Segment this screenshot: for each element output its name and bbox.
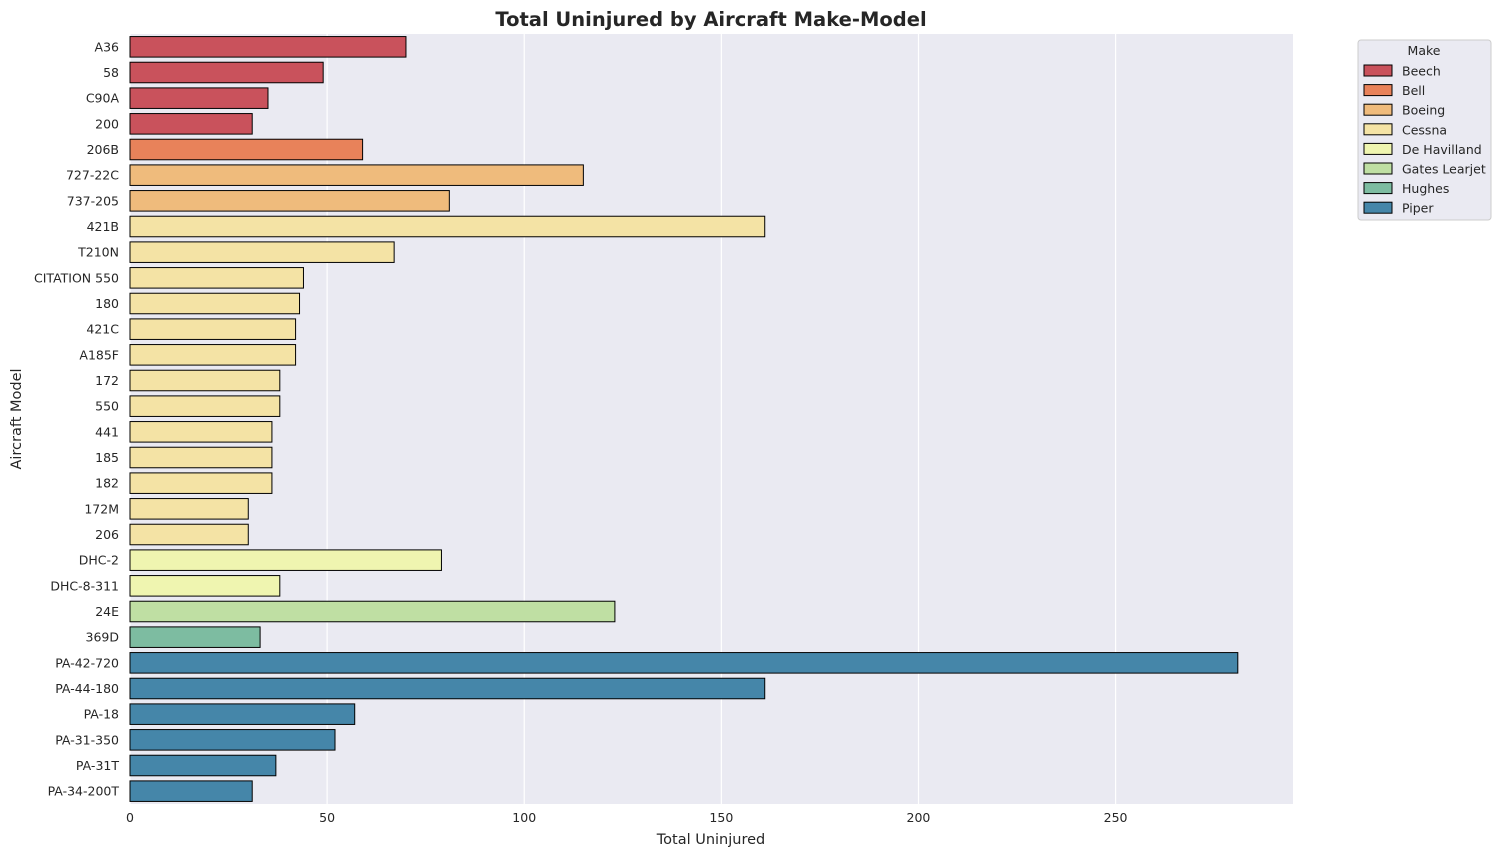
bar <box>129 292 301 315</box>
x-tick-label: 50 <box>319 810 335 825</box>
y-tick-label: 58 <box>103 65 119 80</box>
y-tick-label: PA-34-200T <box>48 784 120 799</box>
grid-lines <box>129 34 1117 804</box>
bar <box>129 446 273 469</box>
bar <box>129 190 450 212</box>
bar <box>129 754 277 777</box>
x-tick-label: 250 <box>1104 810 1128 825</box>
bar <box>129 395 281 417</box>
legend-label: Bell <box>1402 83 1425 98</box>
bar <box>129 87 269 109</box>
y-tick-label: 206B <box>87 142 119 157</box>
legend-swatch <box>1363 201 1393 214</box>
bar <box>129 113 253 135</box>
bar <box>129 600 616 623</box>
y-tick-label: PA-18 <box>84 707 119 722</box>
x-tick-label: 0 <box>126 810 134 825</box>
bar <box>129 241 395 263</box>
y-tick-label: T210N <box>77 245 119 260</box>
y-tick-label: A36 <box>95 39 120 54</box>
legend-swatch <box>1363 123 1393 136</box>
legend-title: Make <box>1408 43 1441 58</box>
bar <box>129 318 297 340</box>
legend-label: Cessna <box>1402 122 1447 137</box>
y-tick-label: PA-42-720 <box>55 655 119 670</box>
legend-label: Gates Learjet <box>1402 162 1486 177</box>
legend-items: Beech Bell Boeing Cessna De Havilland Gates L… <box>1363 64 1486 216</box>
chart-title: Total Uninjured by Aircraft Make-Model <box>495 8 926 31</box>
y-tick-labels: A36 58 C90A 200 206B 727-22C 737-205 421B T210N C… <box>34 39 119 798</box>
bar <box>129 523 249 546</box>
bar <box>129 369 281 392</box>
y-tick-label: 550 <box>95 399 119 414</box>
y-tick-label: A185F <box>79 347 119 362</box>
y-tick-label: 185 <box>95 450 119 465</box>
x-tick-label: 100 <box>512 810 536 825</box>
legend-swatch <box>1363 103 1393 116</box>
y-tick-label: 24E <box>95 604 119 619</box>
bar <box>129 267 304 289</box>
y-axis-label: Aircraft Model <box>9 368 25 469</box>
y-tick-label: 182 <box>95 476 119 491</box>
bar <box>129 703 356 725</box>
bar <box>129 729 336 751</box>
bar <box>129 652 1239 674</box>
x-tick-label: 200 <box>907 810 931 825</box>
legend-label: Hughes <box>1402 181 1449 196</box>
bar <box>129 575 281 597</box>
bar <box>129 138 364 161</box>
bars <box>129 36 1239 802</box>
y-tick-label: 421C <box>86 322 119 337</box>
legend-swatch <box>1363 64 1393 77</box>
y-tick-label: 737-205 <box>67 193 119 208</box>
bar <box>129 626 261 648</box>
bar <box>129 36 407 58</box>
bar <box>129 344 297 366</box>
x-tick-labels: 0 50 100 150 200 250 <box>126 810 1128 825</box>
legend: Make Beech Bell Boeing Cessna De Havilland Ga… <box>1357 39 1492 221</box>
legend-label: De Havilland <box>1402 142 1482 157</box>
y-tick-label: 172 <box>95 373 119 388</box>
y-tick-label: CITATION 550 <box>34 270 119 285</box>
bar <box>129 472 273 494</box>
bar <box>129 61 324 84</box>
y-tick-label: DHC-8-311 <box>50 578 119 593</box>
x-axis-label: Total Uninjured <box>656 832 765 848</box>
plot-background <box>130 34 1293 804</box>
legend-swatch <box>1363 182 1393 195</box>
legend-swatch <box>1363 84 1393 97</box>
bar <box>129 780 253 802</box>
y-tick-label: PA-31T <box>76 758 119 773</box>
legend-label: Beech <box>1402 64 1441 79</box>
y-tick-label: 441 <box>95 424 119 439</box>
y-tick-label: C90A <box>86 91 120 106</box>
bar <box>129 498 249 520</box>
bar <box>129 549 442 571</box>
y-tick-label: 200 <box>95 116 119 131</box>
legend-label: Boeing <box>1402 103 1445 118</box>
legend-label: Piper <box>1402 201 1434 216</box>
legend-swatch <box>1363 162 1393 175</box>
bar <box>129 421 273 443</box>
y-tick-label: 421B <box>87 219 119 234</box>
y-tick-label: 727-22C <box>66 168 119 183</box>
y-tick-label: 180 <box>95 296 119 311</box>
y-tick-label: PA-44-180 <box>55 681 119 696</box>
y-tick-label: DHC-2 <box>79 553 119 568</box>
bar <box>129 164 584 186</box>
y-tick-label: 206 <box>95 527 119 542</box>
y-tick-label: 172M <box>84 501 119 516</box>
x-tick-label: 150 <box>709 810 733 825</box>
y-tick-label: 369D <box>86 630 119 645</box>
bar <box>129 215 766 238</box>
bar <box>129 677 766 700</box>
y-tick-label: PA-31-350 <box>55 732 119 747</box>
legend-swatch <box>1363 142 1393 155</box>
